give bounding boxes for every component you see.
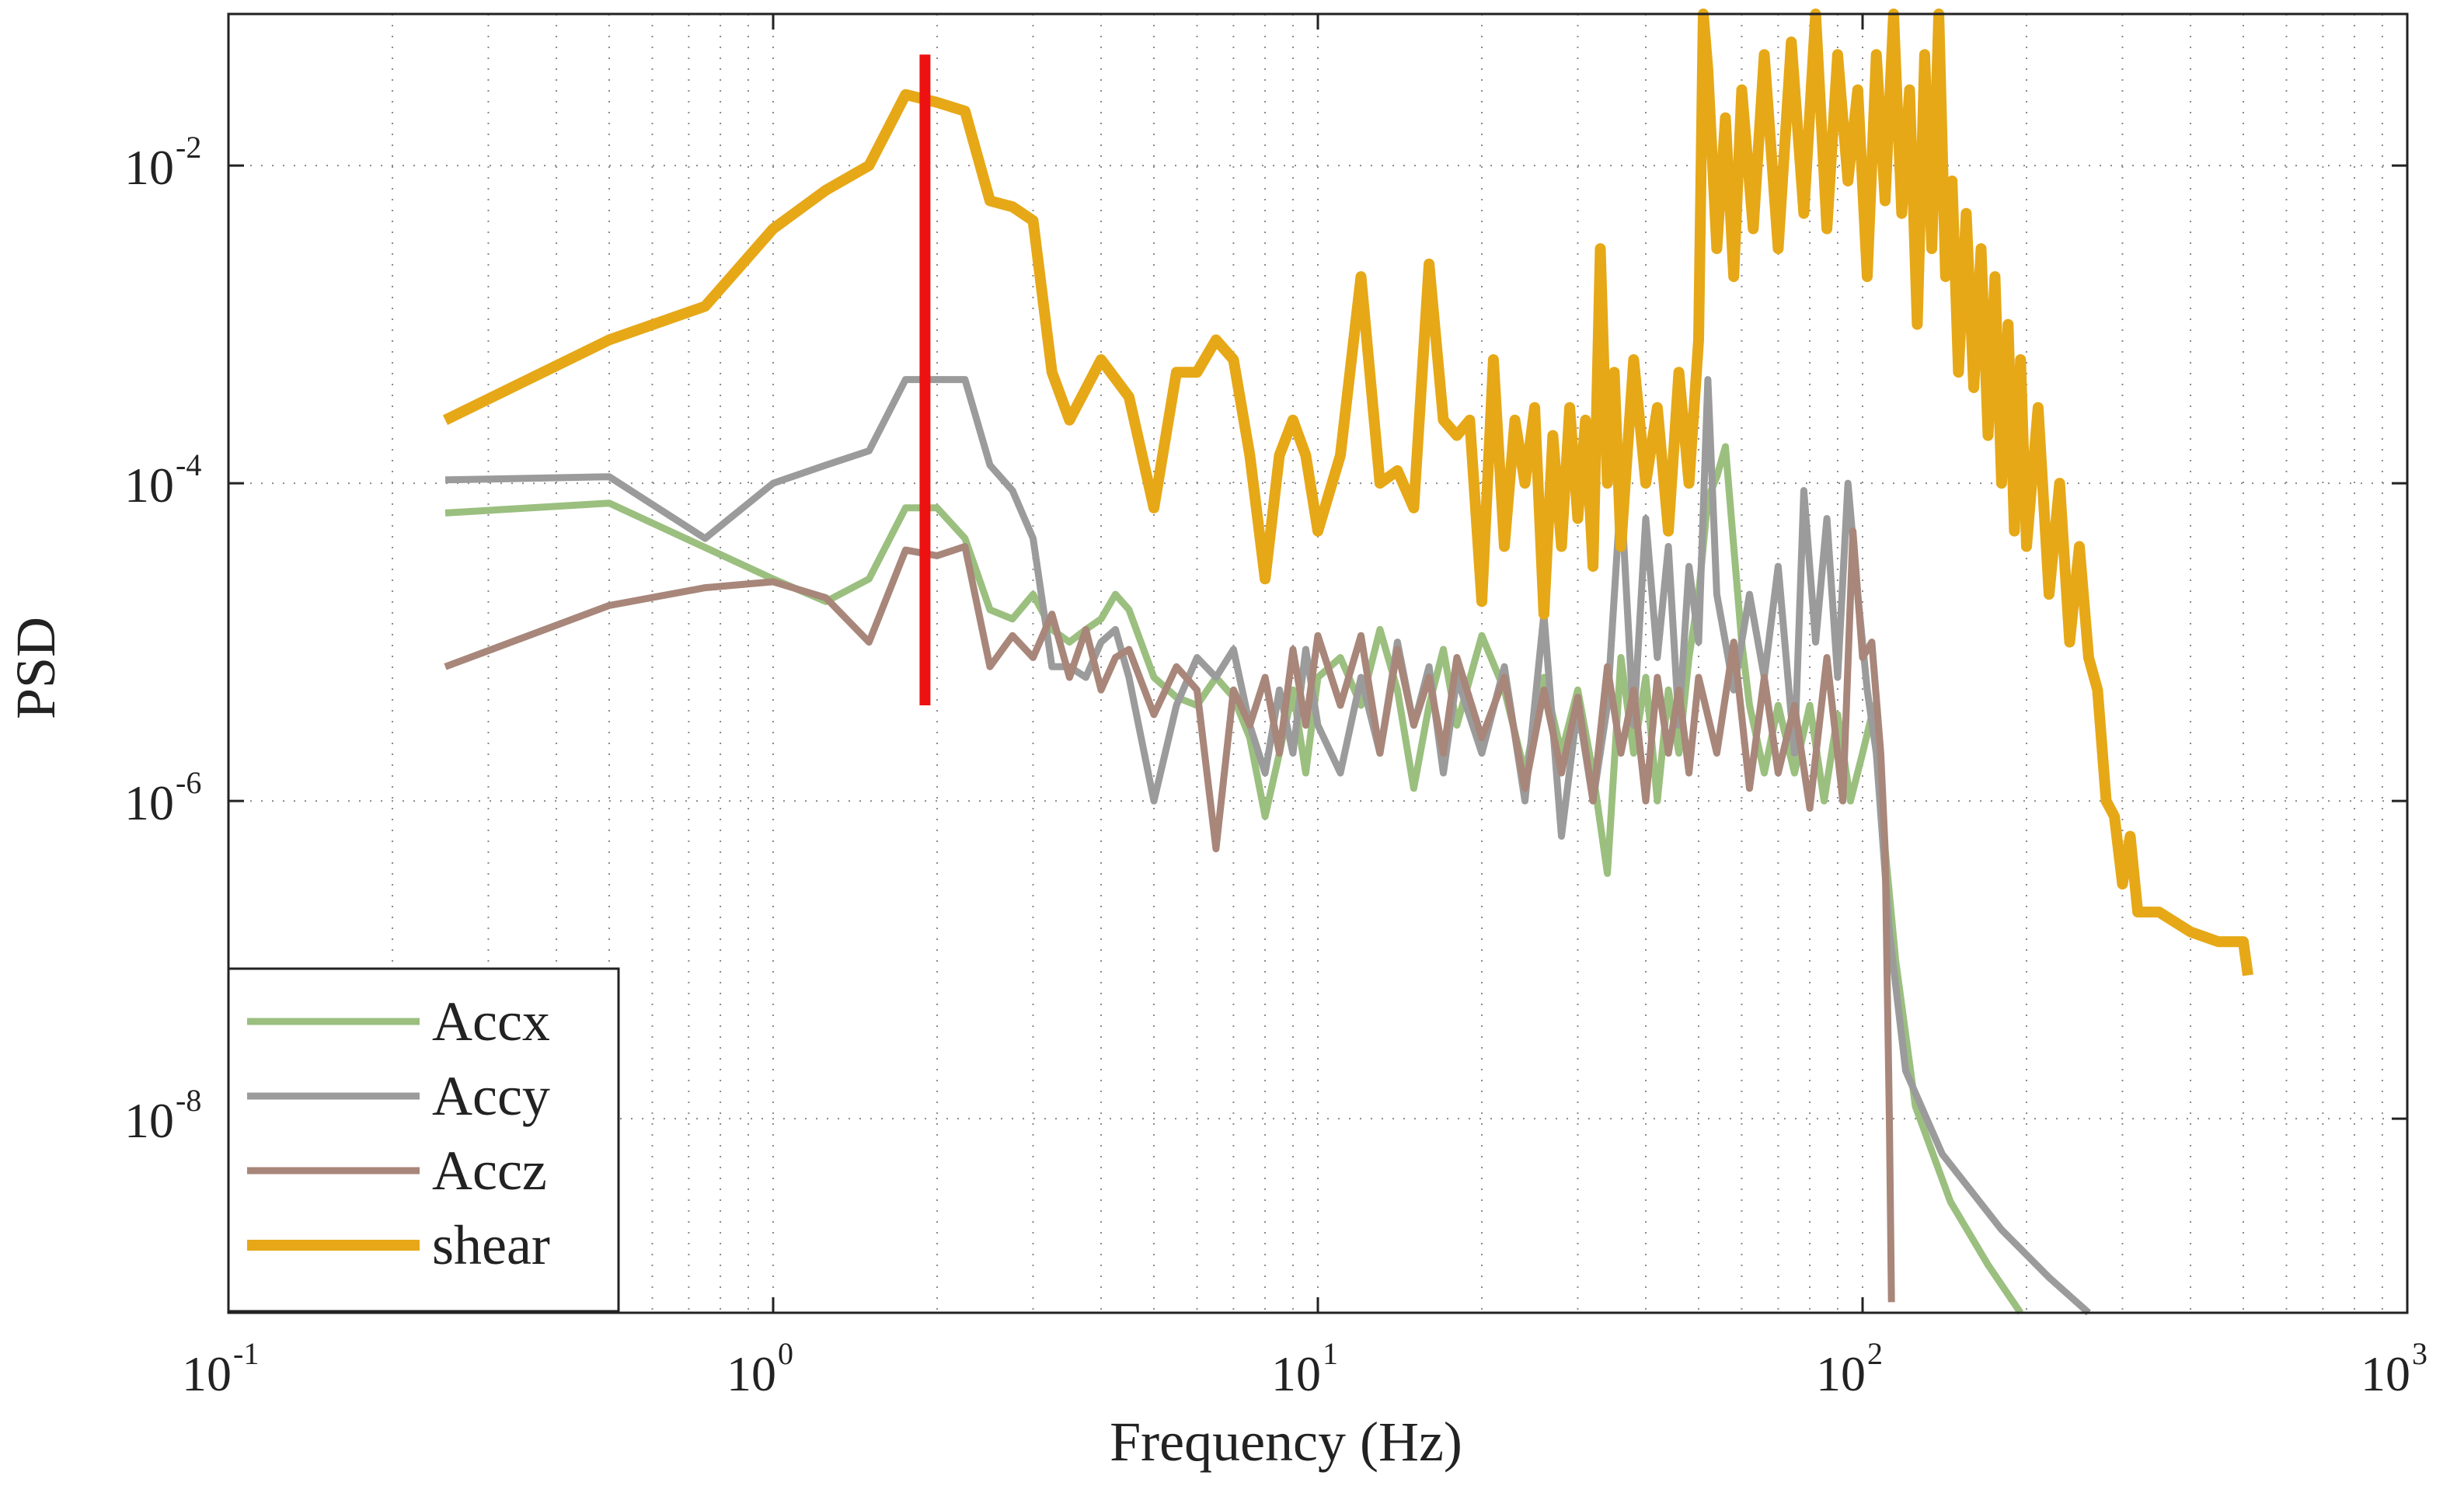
y-tick-label-base: 10 [124, 775, 174, 830]
series-line-accy [444, 376, 2091, 1316]
series-layer [442, 9, 2253, 1316]
y-tick-label-exponent: -8 [176, 1083, 201, 1118]
y-tick-label-exponent: -4 [176, 447, 201, 482]
x-tick-label-exponent: 2 [1867, 1336, 1883, 1371]
x-tick-label: 10 0 [727, 1336, 793, 1401]
x-tick-label-base: 10 [2361, 1346, 2410, 1401]
y-tick-label-exponent: -6 [176, 765, 201, 800]
y-tick-label: 10 -2 [124, 130, 201, 195]
legend-label-accx: Accx [432, 990, 550, 1053]
y-axis-title: PSD [5, 617, 67, 719]
series-line-shear [442, 9, 2253, 976]
x-tick-label-exponent: -1 [233, 1336, 259, 1371]
y-tick-label-base: 10 [124, 140, 174, 195]
y-tick-label: 10 -8 [124, 1083, 201, 1148]
x-tick-label: 10 -1 [182, 1336, 259, 1401]
x-tick-label-exponent: 3 [2412, 1336, 2427, 1371]
x-tick-label-exponent: 0 [778, 1336, 793, 1371]
x-tick-label: 10 2 [1816, 1336, 1883, 1401]
y-tick-label-base: 10 [124, 1093, 174, 1148]
x-axis-title: Frequency (Hz) [1110, 1411, 1462, 1473]
series-line-accx [444, 443, 2024, 1315]
legend-label-shear: shear [432, 1214, 550, 1276]
x-tick-label-exponent: 1 [1323, 1336, 1338, 1371]
x-tick-label-base: 10 [182, 1346, 232, 1401]
y-tick-label: 10 -4 [124, 447, 201, 513]
x-tick-label-base: 10 [727, 1346, 776, 1401]
tick-labels: 10 -1 10 0 10 1 10 2 10 310 -810 -610 -410 -2 [124, 130, 2427, 1401]
legend-label-accz: Accz [432, 1140, 547, 1202]
y-tick-label-base: 10 [124, 458, 174, 513]
x-tick-label: 10 1 [1271, 1336, 1338, 1401]
series-line-accz [444, 527, 1895, 1303]
x-tick-label-base: 10 [1816, 1346, 1866, 1401]
x-tick-label-base: 10 [1271, 1346, 1321, 1401]
y-tick-label: 10 -6 [124, 765, 201, 830]
legend-box [227, 967, 620, 1313]
grid-lines [228, 14, 2407, 1313]
legend-label-accy: Accy [432, 1065, 550, 1127]
legend: Accx Accy Accz shear [227, 967, 620, 1313]
x-tick-label: 10 3 [2361, 1336, 2427, 1401]
y-tick-label-exponent: -2 [176, 130, 201, 165]
